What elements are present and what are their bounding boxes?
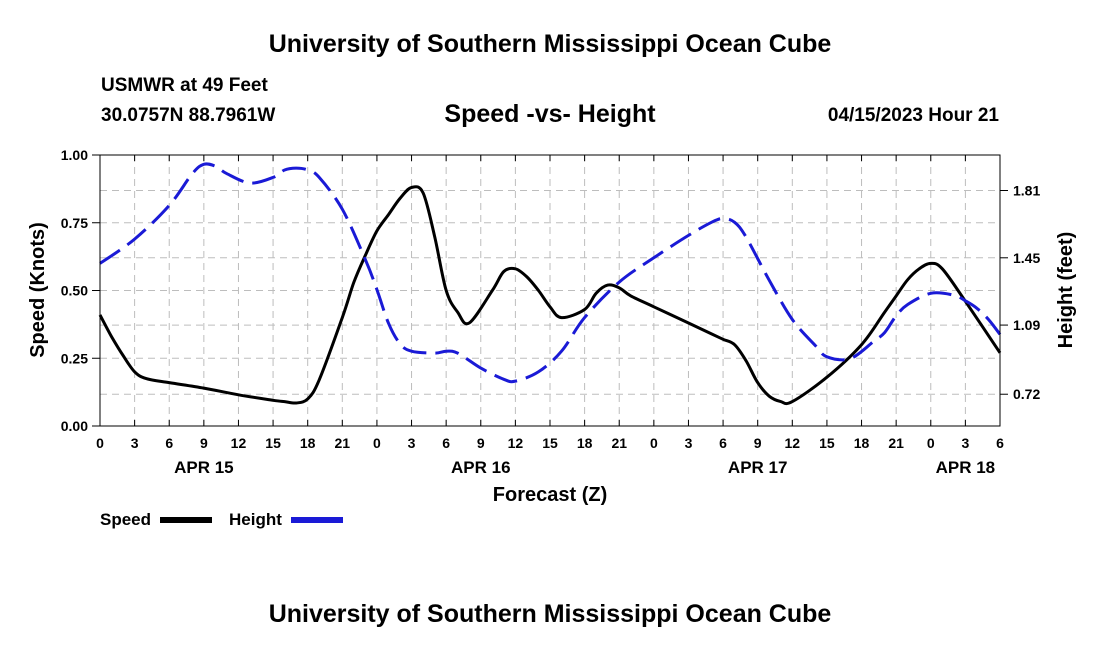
x-tick-label: 0 [927,435,935,451]
height-series-line [99,162,1002,384]
y2-tick-label: 0.72 [1013,386,1040,402]
x-tick-label: 3 [408,435,416,451]
x-axis-label: Forecast (Z) [493,484,607,506]
legend-speed-label: Speed [100,510,151,529]
y-tick-label: 0.50 [61,283,88,299]
x-tick-label: 21 [335,435,351,451]
x-tick-label: 12 [231,435,247,451]
date-label: APR 17 [728,458,788,477]
speed-height-chart: 0 3 6 9 12 15 18 21 0 3 6 9 12 15 18 21 0 3 6 9 12 15 18 21 0 3 6 0… [27,147,1077,529]
top-title: University of Southern Mississippi Ocean… [268,30,832,58]
series-lines [98,162,1002,406]
x-tick-label: 21 [888,435,904,451]
y2-tick-label: 1.81 [1013,183,1040,199]
axis-ticks [92,154,1008,427]
x-tick-label: 15 [819,435,835,451]
y-axis-label: Speed (Knots) [27,222,49,358]
x-tick-label: 15 [265,435,281,451]
bottom-title: University of Southern Mississippi Ocean… [268,600,832,628]
x-tick-label: 9 [754,435,762,451]
x-tick-label: 6 [996,435,1004,451]
x-tick-label: 9 [477,435,485,451]
date-label: APR 15 [174,458,234,477]
x-tick-label: 3 [685,435,693,451]
date-label: APR 18 [936,458,996,477]
x-tick-label: 18 [300,435,316,451]
x-tick-label: 6 [719,435,727,451]
x-tick-label: 0 [373,435,381,451]
y-tick-label: 0.75 [61,215,88,231]
chart-title: Speed -vs- Height [444,100,656,128]
axis-labels: 0 3 6 9 12 15 18 21 0 3 6 9 12 15 18 21 0 3 6 9 12 15 18 21 0 3 6 0… [61,147,1041,477]
x-tick-label: 3 [961,435,969,451]
x-tick-label: 15 [542,435,558,451]
y-tick-label: 0.00 [61,418,88,434]
plot-frame [99,154,1001,427]
x-tick-label: 18 [577,435,593,451]
legend-height-label: Height [229,510,282,529]
x-tick-label: 0 [650,435,658,451]
x-tick-label: 21 [611,435,627,451]
x-tick-label: 0 [96,435,104,451]
forecast-datetime: 04/15/2023 Hour 21 [827,105,999,126]
y2-axis-label: Height (feet) [1055,232,1077,349]
y-tick-label: 0.25 [61,350,88,366]
x-tick-label: 3 [131,435,139,451]
speed-series-line [98,185,1002,406]
x-tick-label: 12 [508,435,524,451]
y-tick-label: 1.00 [61,147,88,163]
x-tick-label: 9 [200,435,208,451]
y2-tick-label: 1.45 [1013,250,1040,266]
y2-tick-label: 1.09 [1013,317,1040,333]
grid [100,155,1000,426]
legend: Speed Height [100,510,343,529]
x-tick-label: 6 [442,435,450,451]
x-tick-label: 6 [165,435,173,451]
x-tick-label: 12 [785,435,801,451]
date-label: APR 16 [451,458,511,477]
station-name: USMWR at 49 Feet [101,75,268,96]
x-tick-label: 18 [854,435,870,451]
station-coordinates: 30.0757N 88.7961W [101,105,276,126]
